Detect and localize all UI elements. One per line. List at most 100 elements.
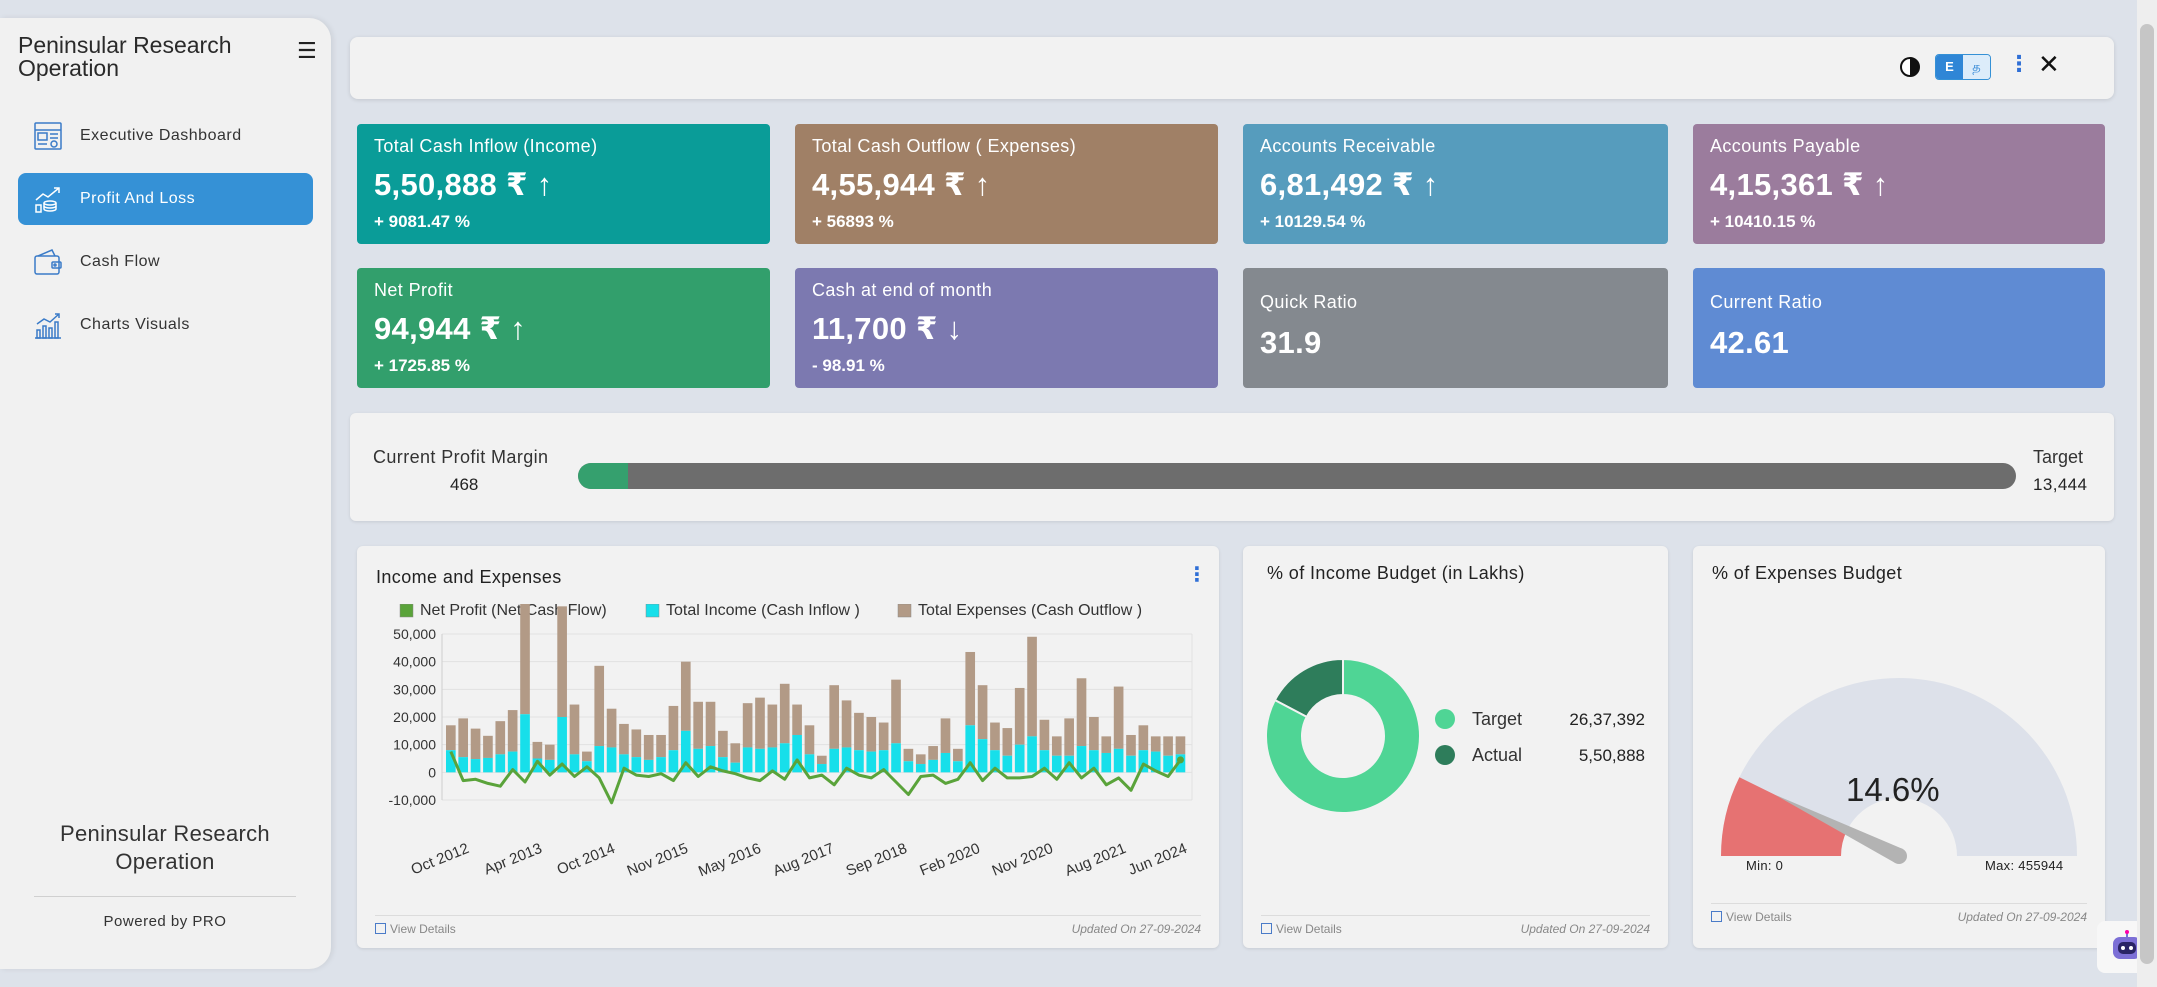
updated-on: Updated On 27-09-2024 (1520, 922, 1650, 936)
sidebar-item-label: Executive Dashboard (80, 127, 242, 144)
income-bar (977, 739, 988, 773)
expenses-bar (940, 718, 951, 753)
income-bar (742, 747, 753, 773)
view-details-label: View Details (1726, 910, 1792, 924)
income-bar (915, 764, 926, 773)
income-bar (1150, 751, 1161, 773)
hamburger-menu-icon[interactable]: ☰ (297, 38, 317, 63)
expenses-bar (755, 697, 765, 749)
footer-org-name: Peninsular Research Operation (60, 821, 270, 874)
income-bar (779, 743, 790, 773)
kpi-value: 42.61 (1710, 325, 1790, 360)
income-bar (458, 757, 469, 773)
expenses-bar (903, 748, 914, 762)
legend-label: Target (1472, 709, 1522, 729)
view-details-link[interactable]: View Details (1711, 910, 1792, 924)
view-details-link[interactable]: View Details (1261, 922, 1342, 936)
expenses-bar (483, 735, 493, 758)
sidebar-item-profit-and-loss[interactable]: Profit And Loss (18, 173, 313, 225)
language-tamil[interactable]: த (1963, 55, 1990, 79)
income-bar (829, 748, 840, 773)
language-toggle[interactable]: E த (1935, 54, 1991, 80)
income-bar (594, 746, 605, 773)
target-label: Target (2033, 447, 2084, 467)
expenses-bar (1163, 736, 1173, 756)
kpi-change: + 1725.85 % (374, 356, 470, 375)
kpi-card-cash-end-of-month: Cash at end of month 11,700 ₹ ↓ - 98.91 … (795, 268, 1218, 388)
expenses-bar (1138, 725, 1149, 751)
sidebar-item-executive-dashboard[interactable]: Executive Dashboard (18, 110, 313, 162)
expenses-bar (1175, 736, 1186, 755)
sidebar-item-cash-flow[interactable]: Cash Flow (18, 236, 313, 288)
more-options-icon[interactable]: ⋮ (2008, 51, 2030, 76)
kpi-value: 5,50,888 ₹ ↑ (374, 167, 553, 202)
expenses-bar (582, 751, 592, 762)
page-scrollbar[interactable] (2137, 0, 2157, 987)
income-bar (730, 762, 741, 773)
contrast-toggle-icon[interactable] (1900, 57, 1920, 77)
income-bar (495, 754, 506, 773)
view-details-link[interactable]: View Details (375, 922, 456, 936)
card-footer: View Details Updated On 27-09-2024 (1711, 903, 2087, 924)
income-bar (940, 752, 951, 773)
income-bar (643, 759, 654, 773)
kpi-title: Quick Ratio (1260, 292, 1358, 312)
expenses-bar (569, 704, 580, 755)
income-bar (1014, 744, 1025, 773)
legend-label: Total Income (Cash Inflow ) (666, 604, 860, 619)
dashboard-icon (32, 120, 64, 152)
expenses-bar (878, 722, 889, 751)
sidebar-item-charts-visuals[interactable]: Charts Visuals (18, 299, 313, 351)
income-bar (446, 750, 456, 773)
expenses-bar (1014, 687, 1025, 745)
expenses-bar (977, 685, 988, 740)
expenses-bar (1002, 728, 1013, 756)
x-tick-label: Aug 2017 (771, 840, 837, 880)
x-tick-label: Feb 2020 (917, 840, 982, 880)
kpi-value: 4,55,944 ₹ ↑ (812, 167, 991, 202)
scrollbar-thumb[interactable] (2140, 24, 2154, 964)
expenses-bar (854, 712, 864, 751)
kpi-card-cash-inflow: Total Cash Inflow (Income) 5,50,888 ₹ ↑ … (357, 124, 770, 244)
expenses-bar (792, 704, 802, 735)
income-bar (1163, 755, 1173, 773)
close-icon[interactable]: ✕ (2038, 49, 2060, 79)
expenses-bar (705, 701, 716, 747)
x-tick-label: Oct 2012 (409, 840, 472, 879)
expenses-bar (817, 755, 827, 765)
income-budget-donut-chart: Target 26,37,392 Actual 5,50,888 (1265, 657, 1645, 814)
y-tick-label: 0 (428, 764, 436, 780)
income-bar (606, 747, 617, 773)
expenses-bar (767, 704, 778, 748)
x-tick-label: Apr 2013 (482, 840, 545, 879)
legend-dot (1435, 709, 1455, 729)
more-options-icon[interactable]: ⋮ (1187, 564, 1207, 586)
kpi-title: Net Profit (374, 280, 454, 300)
kpi-title: Accounts Receivable (1260, 136, 1436, 156)
sidebar-nav: Executive Dashboard Profit And Loss Cash… (18, 110, 313, 362)
income-bar (693, 748, 703, 773)
kpi-title: Total Cash Inflow (Income) (374, 136, 598, 156)
legend-swatch (897, 604, 912, 618)
income-bar (718, 757, 728, 773)
kpi-change: + 56893 % (812, 212, 894, 231)
legend-label: Net Profit (Net Cash Flow) (420, 604, 607, 619)
income-bar (1027, 736, 1037, 773)
sidebar-item-label: Cash Flow (80, 253, 161, 270)
income-bar (965, 725, 976, 773)
expenses-bar (1076, 678, 1087, 747)
income-bar (804, 754, 815, 773)
language-english[interactable]: E (1936, 55, 1963, 79)
legend-label: Actual (1472, 745, 1522, 765)
gauge-needle-hub (1891, 848, 1907, 864)
expenses-bar (928, 746, 938, 760)
card-footer: View Details Updated On 27-09-2024 (375, 915, 1201, 936)
income-bar (483, 757, 493, 773)
updated-on: Updated On 27-09-2024 (1957, 910, 2087, 924)
income-expenses-title: Income and Expenses (376, 567, 562, 587)
income-expenses-chart: Net Profit (Net Cash Flow) Total Income (… (389, 604, 1193, 880)
expenses-bar (915, 754, 926, 765)
kpi-value: 11,700 ₹ ↓ (812, 311, 963, 346)
x-tick-label: Oct 2014 (555, 840, 618, 879)
income-bar (1089, 750, 1099, 773)
